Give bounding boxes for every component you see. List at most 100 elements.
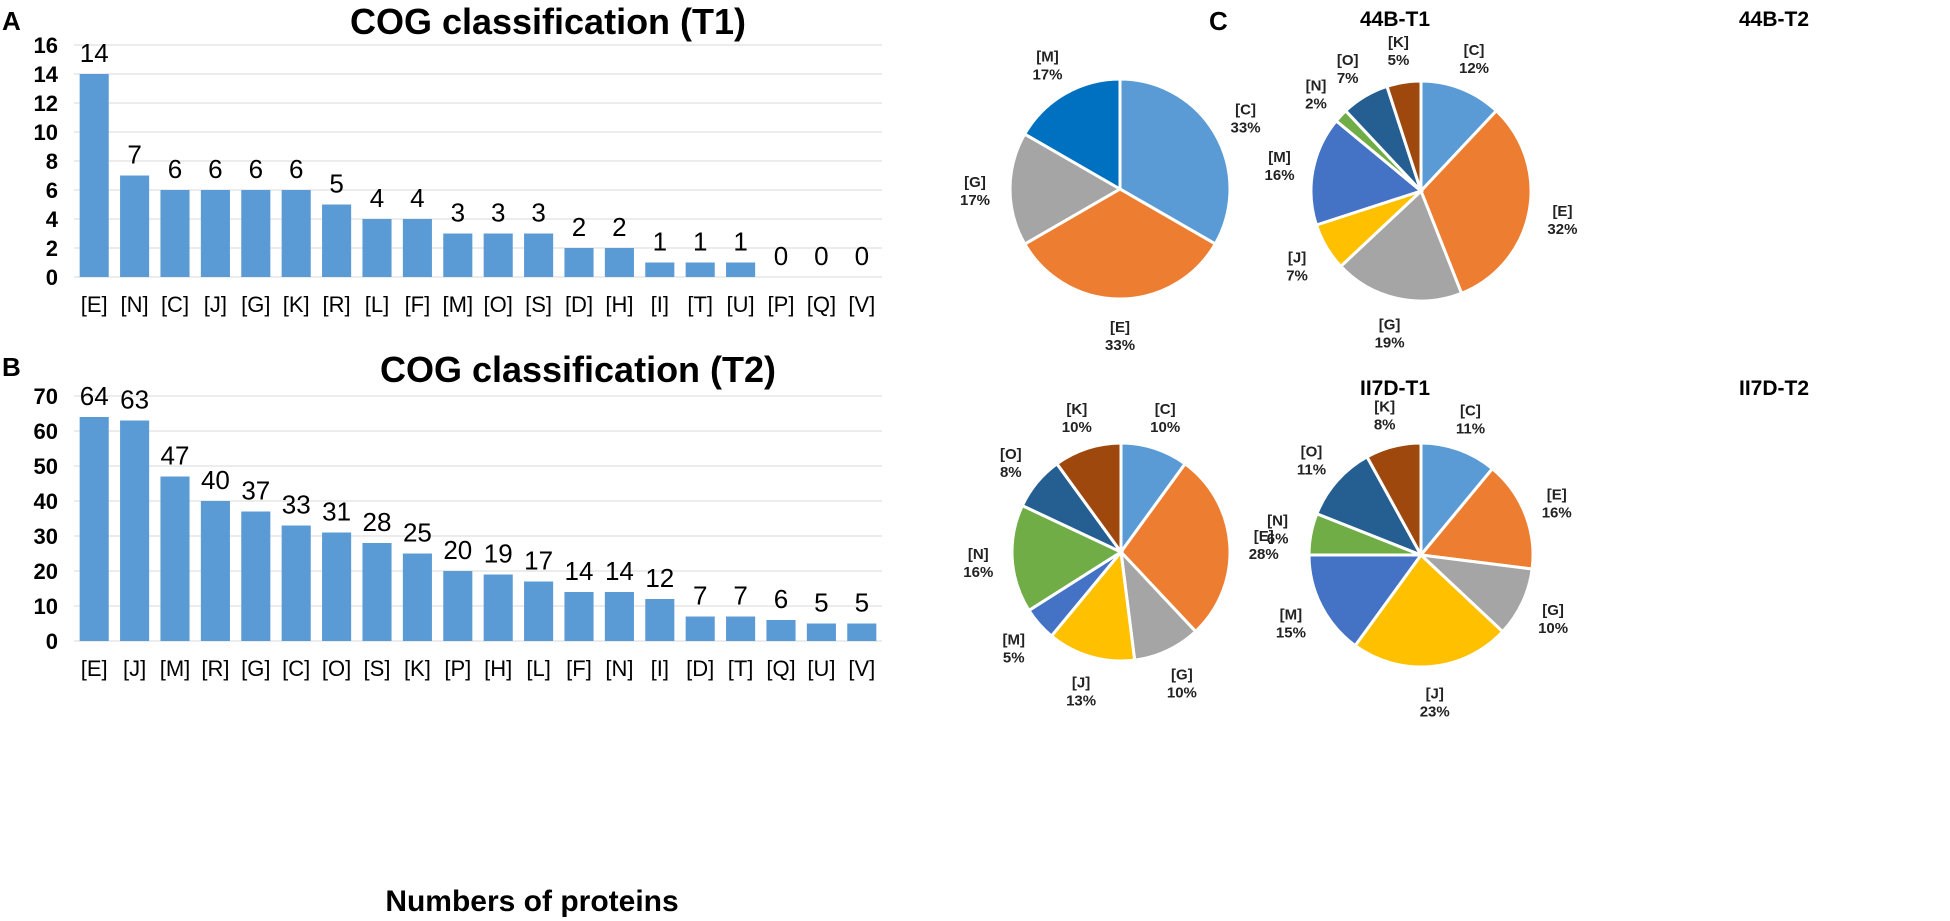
pie-chart-44b-t2: 44B-T2 [C]12%[E]32%[G]19%[J]7%[M]16%[N]2… — [1265, 8, 1809, 352]
slice-code-label: [E] — [1254, 528, 1274, 545]
slice-code-label: [C] — [1155, 401, 1176, 418]
data-label: 14 — [605, 556, 634, 586]
pie-title: II7D-T2 — [1739, 377, 1809, 400]
bar — [402, 219, 432, 277]
slice-code-label: [K] — [1374, 399, 1395, 416]
slice-code-label: [N] — [968, 546, 989, 563]
pie-title: 44B-T2 — [1739, 8, 1809, 31]
x-tick-label: [L] — [365, 292, 389, 317]
data-label: 20 — [443, 535, 472, 565]
bar — [645, 599, 675, 641]
x-tick-label: [R] — [323, 292, 351, 317]
bar — [766, 620, 796, 641]
slice-code-label: [M] — [1036, 48, 1059, 65]
bar — [524, 581, 554, 641]
slice-code-label: [G] — [1542, 602, 1564, 619]
bar — [443, 233, 473, 277]
data-label: 7 — [733, 581, 747, 611]
pie-chart-ii7d-t2: II7D-T2 [C]11%[E]16%[G]10%[J]23%[M]15%[N… — [1267, 377, 1809, 720]
data-label: 37 — [241, 476, 270, 506]
slice-code-label: [M] — [1268, 149, 1291, 166]
bar — [726, 616, 756, 641]
bar — [241, 190, 271, 277]
data-label: 14 — [80, 38, 109, 68]
slice-percent-label: 33% — [1105, 337, 1135, 354]
data-label: 25 — [403, 518, 432, 548]
data-label: 40 — [201, 465, 230, 495]
data-label: 6 — [774, 584, 788, 614]
chart-title: COG classification (T2) — [380, 349, 776, 390]
data-label: 6 — [168, 154, 182, 184]
data-label: 19 — [484, 539, 513, 569]
data-label: 5 — [329, 169, 343, 199]
y-tick-label: 16 — [34, 33, 58, 58]
bar — [726, 262, 756, 277]
slice-code-label: [G] — [1379, 317, 1401, 334]
y-tick-label: 10 — [34, 594, 58, 619]
y-tick-label: 30 — [34, 524, 58, 549]
x-tick-label: [E] — [81, 292, 108, 317]
bar-chart-t2: COG classification (T2) 0 10 20 30 40 50 60 70 6… — [34, 349, 882, 681]
x-tick-label: [H] — [605, 292, 633, 317]
slice-percent-label: 2% — [1305, 95, 1327, 112]
slice-percent-label: 10% — [1167, 684, 1197, 701]
slice-percent-label: 19% — [1375, 335, 1405, 352]
data-label: 1 — [693, 227, 707, 257]
data-label: 0 — [774, 241, 788, 271]
data-label: 7 — [127, 140, 141, 170]
pie-title: 44B-T1 — [1360, 8, 1430, 31]
pie-slice — [1049, 548, 1137, 663]
pie-slice — [1054, 441, 1123, 557]
data-label: 3 — [531, 198, 545, 228]
pie-slice — [1307, 553, 1424, 648]
slice-code-label: [N] — [1306, 77, 1327, 94]
slice-percent-label: 7% — [1286, 267, 1308, 284]
pie-slice — [1022, 77, 1122, 192]
data-label: 1 — [733, 227, 747, 257]
x-tick-label: [T] — [687, 292, 713, 317]
y-tick-label: 60 — [34, 419, 58, 444]
slice-percent-label: 17% — [960, 192, 990, 209]
pie-slice — [1385, 79, 1423, 192]
slice-code-label: [E] — [1552, 203, 1572, 220]
pie-title: II7D-T1 — [1360, 377, 1430, 400]
y-tick-label: 40 — [34, 489, 58, 514]
data-label: 5 — [855, 588, 869, 618]
pie-slice — [1119, 461, 1232, 634]
data-label: 64 — [80, 381, 109, 411]
pie-slice — [1309, 118, 1425, 227]
bar — [79, 417, 109, 641]
data-label: 33 — [282, 490, 311, 520]
bar — [160, 476, 190, 641]
slice-percent-label: 5% — [1003, 650, 1025, 667]
slice-code-label: [E] — [1547, 486, 1567, 503]
slice-code-label: [O] — [1337, 52, 1359, 69]
pie-slice — [1418, 466, 1535, 571]
x-tick-label: [O] — [484, 292, 513, 317]
bar — [564, 248, 594, 277]
data-label: 6 — [249, 154, 263, 184]
x-tick-label: [I] — [651, 656, 669, 681]
slice-percent-label: 32% — [1547, 221, 1577, 238]
x-tick-label: [G] — [241, 292, 270, 317]
x-tick-label: [J] — [204, 292, 227, 317]
slice-code-label: [J] — [1072, 674, 1090, 691]
data-label: 14 — [565, 556, 594, 586]
slice-code-label: [J] — [1288, 249, 1306, 266]
slice-code-label: [G] — [964, 174, 986, 191]
bar — [685, 262, 715, 277]
slice-code-label: [G] — [1171, 666, 1193, 683]
slice-code-label: [C] — [1464, 42, 1485, 59]
bar — [847, 623, 877, 641]
bar — [806, 623, 836, 641]
bar — [362, 219, 392, 277]
x-tick-label: [P] — [768, 292, 795, 317]
slice-percent-label: 10% — [1538, 620, 1568, 637]
x-tick-label: [D] — [565, 292, 593, 317]
slice-percent-label: 11% — [1456, 421, 1485, 438]
bar — [160, 190, 190, 277]
x-tick-label: [S] — [364, 656, 391, 681]
bar — [443, 571, 473, 641]
x-tick-label: [K] — [404, 656, 431, 681]
